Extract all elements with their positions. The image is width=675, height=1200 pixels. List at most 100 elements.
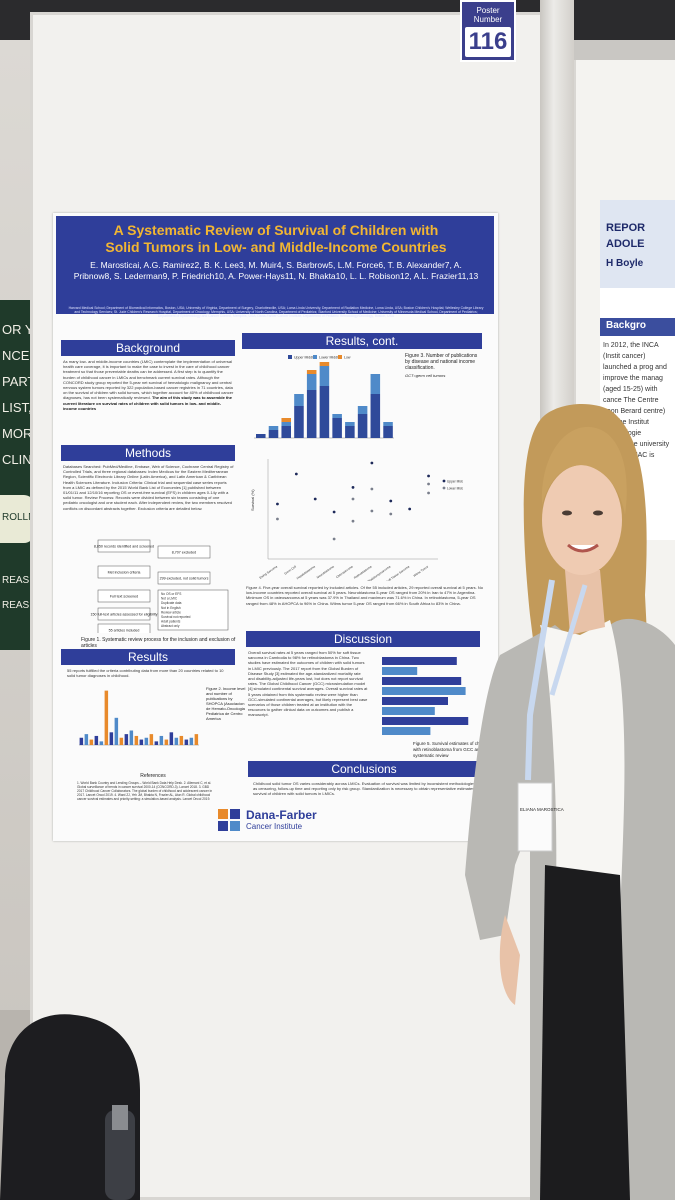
tick-label: Hepatoblastoma — [296, 564, 316, 580]
scatter-point — [332, 510, 336, 514]
flow-box-label: Full text screened — [110, 595, 138, 599]
bar — [89, 739, 94, 745]
flow-box-label: 55 articles included — [109, 629, 140, 633]
bar — [124, 734, 129, 745]
scatter-point — [408, 507, 412, 511]
scatter-point — [389, 499, 393, 503]
legend-label: Lower Middle — [319, 356, 340, 360]
bar — [184, 739, 189, 745]
bar — [345, 426, 355, 438]
bar — [319, 362, 330, 366]
neighbor-poster-section-label: Backgro — [606, 320, 647, 331]
exclusion-item: Abstract only — [161, 624, 180, 628]
bar — [306, 374, 317, 390]
poster-number-value: 116 — [465, 27, 511, 57]
neighbor-poster-title: REPOR — [606, 222, 646, 234]
legend-swatch — [313, 355, 317, 359]
neighbor-poster-section — [600, 318, 675, 336]
bar — [281, 422, 291, 426]
poster-number-tag: Poster Number 116 — [460, 0, 516, 62]
bar — [139, 739, 144, 745]
backpack — [0, 1014, 140, 1200]
bar — [134, 735, 139, 745]
bar — [382, 677, 462, 685]
bar — [149, 734, 154, 745]
poster-number-label: Poster Number — [473, 6, 503, 24]
neighbor-poster-header — [600, 200, 675, 288]
bar — [370, 394, 381, 438]
scatter-point — [370, 509, 374, 513]
flow-box — [97, 623, 151, 633]
bar — [332, 418, 342, 438]
bar — [383, 426, 393, 438]
research-poster: A Systematic Review of Survival of Child… — [53, 213, 498, 841]
bar — [144, 737, 149, 745]
figure-4-caption: Figure 4. Five-year overall survival rep… — [246, 585, 483, 606]
neighbor-poster-author: H Boyle — [606, 258, 644, 269]
background-text: As many low- and middle-income countries… — [63, 359, 235, 411]
bar — [357, 414, 368, 438]
flow-box-label: 8,707 excluded — [172, 551, 196, 555]
bar — [382, 687, 466, 695]
legend-label: Upper Middle — [447, 480, 463, 484]
flow-box-label: Met inclusion criteria — [108, 571, 141, 575]
bar — [382, 657, 457, 665]
section-results: Results — [61, 649, 235, 665]
scatter-point — [427, 482, 430, 486]
bar — [294, 394, 304, 406]
legend-label: Low — [344, 356, 351, 360]
bar — [114, 717, 119, 745]
figure-3-caption: Figure 3. Number of publications by dise… — [405, 353, 478, 371]
legend-swatch — [442, 486, 446, 490]
tick-label: Neuroblastoma — [316, 564, 335, 579]
bar — [129, 730, 134, 745]
bar — [189, 737, 194, 745]
exclusion-item: Not in English — [161, 606, 181, 610]
bar — [332, 414, 342, 418]
bar — [169, 732, 174, 745]
legend-swatch — [442, 479, 446, 483]
neighbor-poster-pill — [0, 495, 34, 543]
figure-1-caption: Figure 1. Systematic review process for … — [81, 637, 236, 649]
bar — [319, 366, 330, 386]
exclusion-item: Not a LMIC — [161, 597, 178, 601]
bar — [306, 390, 317, 438]
results-text: 55 reports fulfilled the criteria contri… — [67, 668, 224, 679]
neighbor-poster-text: ROLLMENT — [2, 512, 44, 523]
bar — [268, 426, 279, 430]
neighbor-poster-title: ADOLE — [606, 238, 645, 250]
flow-box — [157, 545, 211, 559]
flow-box-label: 299 excluded, not solid tumors — [160, 577, 209, 581]
conclusions-text: Childhood solid tumor OS varies consider… — [253, 781, 486, 797]
flow-box-label: 150 full-text articles assessed for elig… — [91, 613, 158, 617]
flow-box — [97, 565, 151, 579]
bar — [345, 422, 355, 426]
discussion-text: Overall survival rates at 5 years ranged… — [248, 650, 368, 718]
bar — [357, 406, 368, 414]
scatter-point — [427, 491, 430, 495]
bar — [383, 422, 393, 426]
logo-name: Dana-Farber — [246, 808, 317, 822]
bar — [294, 406, 304, 438]
bar — [382, 727, 431, 735]
figure-2-chart — [79, 690, 199, 746]
scatter-point — [276, 517, 279, 521]
legend-label: Upper Middle — [294, 356, 315, 360]
poster-affiliations: Harvard Medical School; Department of Bi… — [68, 306, 484, 318]
bar — [319, 386, 330, 438]
poster-authors: E. Marosticai, A.G. Ramirez2, B. K. Lee3… — [66, 260, 486, 282]
poster-title-line: Solid Tumors in Low- and Middle-Income C… — [105, 239, 447, 255]
poster-authors-line: Pribnow8, S. Lederman9, P. Friedrich10, … — [73, 271, 479, 281]
scatter-point — [313, 497, 317, 501]
bar — [164, 739, 169, 745]
tick-label: Ewing Sarcoma — [259, 564, 279, 580]
flow-box — [97, 607, 151, 621]
bar — [256, 434, 266, 438]
references-text: 1. World Bank Country and Lending Groups… — [77, 781, 213, 801]
flow-box — [97, 539, 151, 553]
scatter-point — [332, 537, 336, 541]
tick-label: Wilms Tumor — [412, 565, 429, 578]
references-title: References — [140, 773, 166, 779]
poster-header: A Systematic Review of Survival of Child… — [56, 216, 494, 318]
bar — [84, 734, 89, 745]
